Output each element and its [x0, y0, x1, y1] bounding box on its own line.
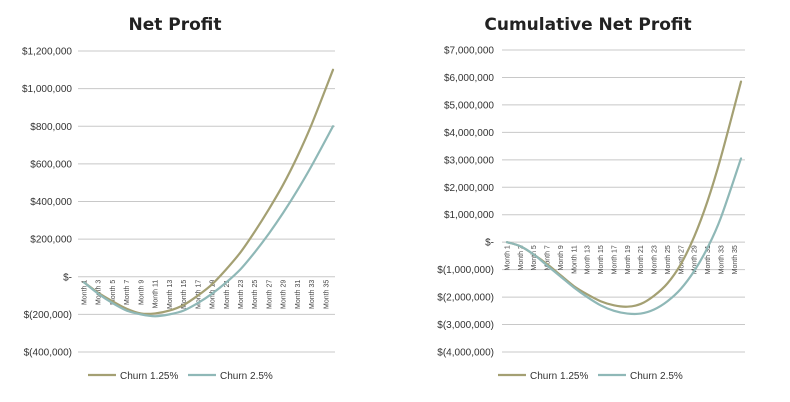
x-tick-label: Month 1 — [82, 280, 89, 305]
x-tick-label: Month 11 — [571, 245, 578, 274]
cumulative-net-profit-chart: Cumulative Net Profit $7,000,000 $6,000,0… — [437, 15, 745, 382]
x-tick-label: Month 25 — [665, 245, 672, 274]
y-tick-label: $- — [63, 272, 72, 283]
y-tick-label: $1,000,000 — [444, 210, 494, 221]
y-tick-label: $4,000,000 — [444, 128, 494, 139]
x-tick-label: Month 31 — [295, 280, 302, 309]
x-tick-label: Month 21 — [224, 280, 231, 309]
series-lines — [505, 80, 743, 316]
x-tick-label: Month 7 — [124, 280, 131, 305]
x-tick-label: Month 27 — [266, 280, 273, 309]
y-tick-label: $7,000,000 — [444, 46, 494, 57]
x-tick-label: Month 35 — [732, 245, 739, 274]
y-tick-label: $400,000 — [30, 197, 72, 208]
x-tick-label: Month 29 — [692, 245, 699, 274]
x-tick-label: Month 15 — [598, 245, 605, 274]
y-tick-label: $5,000,000 — [444, 100, 494, 111]
x-tick-label: Month 35 — [323, 280, 330, 309]
y-tick-label: $3,000,000 — [444, 155, 494, 166]
x-tick-label: Month 27 — [678, 245, 685, 274]
x-tick-label: Month 17 — [611, 245, 618, 274]
y-tick-label: $(2,000,000) — [437, 293, 494, 304]
y-tick-label: $(4,000,000) — [437, 348, 494, 359]
x-tick-label: Month 5 — [110, 280, 117, 305]
y-axis-ticks: $7,000,000 $6,000,000 $5,000,000 $4,000,000… — [437, 46, 494, 359]
legend-label: Churn 2.5% — [630, 371, 683, 382]
x-tick-label: Month 33 — [309, 280, 316, 309]
series-line-churn-2-5 — [505, 157, 743, 316]
y-tick-label: $200,000 — [30, 235, 72, 246]
y-tick-label: $1,200,000 — [22, 47, 72, 58]
x-tick-label: Month 19 — [625, 245, 632, 274]
x-tick-label: Month 23 — [238, 280, 245, 309]
gridlines — [78, 50, 335, 353]
y-tick-label: $(400,000) — [24, 348, 72, 359]
y-tick-label: $- — [485, 238, 494, 249]
y-axis-ticks: $1,200,000 $1,000,000 $800,000 $600,000 $400… — [22, 47, 72, 359]
x-tick-label: Month 25 — [252, 280, 259, 309]
x-tick-label: Month 13 — [585, 245, 592, 274]
x-tick-label: Month 3 — [518, 245, 525, 270]
series-lines — [82, 68, 335, 318]
x-tick-label: Month 23 — [652, 245, 659, 274]
y-tick-label: $600,000 — [30, 159, 72, 170]
x-axis-ticks: Month 1 Month 3 Month 5 Month 7 Month 9 Month… — [505, 245, 739, 274]
y-tick-label: $1,000,000 — [22, 84, 72, 95]
gridlines — [502, 49, 745, 353]
x-tick-label: Month 21 — [638, 245, 645, 274]
x-tick-label: Month 9 — [138, 280, 145, 305]
chart-title: Cumulative Net Profit — [484, 15, 691, 35]
y-tick-label: $6,000,000 — [444, 73, 494, 84]
x-tick-label: Month 11 — [153, 280, 160, 309]
x-tick-label: Month 13 — [167, 280, 174, 309]
legend-label: Churn 1.25% — [530, 371, 588, 382]
y-tick-label: $(1,000,000) — [437, 265, 494, 276]
legend: Churn 1.25% Churn 2.5% — [88, 371, 273, 382]
y-tick-label: $(3,000,000) — [437, 320, 494, 331]
x-tick-label: Month 5 — [531, 245, 538, 270]
net-profit-chart: Net Profit $1,200,000$1,000,000$800,000$… — [22, 15, 335, 382]
series-line-churn-2-5 — [82, 125, 335, 318]
x-tick-label: Month 29 — [281, 280, 288, 309]
x-tick-label: Month 15 — [181, 280, 188, 309]
chart-title: Net Profit — [128, 15, 221, 35]
x-tick-label: Month 33 — [718, 245, 725, 274]
x-tick-label: Month 7 — [545, 245, 552, 270]
x-axis-ticks: Month 1 Month 3 Month 5 Month 7 Month 9 Month… — [82, 280, 331, 309]
legend: Churn 1.25% Churn 2.5% — [498, 371, 683, 382]
legend-label: Churn 1.25% — [120, 371, 178, 382]
legend-label: Churn 2.5% — [220, 371, 273, 382]
x-tick-label: Month 9 — [558, 245, 565, 270]
y-tick-label: $(200,000) — [24, 310, 72, 321]
y-tick-label: $800,000 — [30, 122, 72, 133]
series-line-churn-1-25 — [82, 68, 335, 316]
x-tick-label: Month 1 — [505, 245, 512, 270]
x-tick-label: Month 31 — [705, 245, 712, 274]
y-tick-label: $2,000,000 — [444, 183, 494, 194]
